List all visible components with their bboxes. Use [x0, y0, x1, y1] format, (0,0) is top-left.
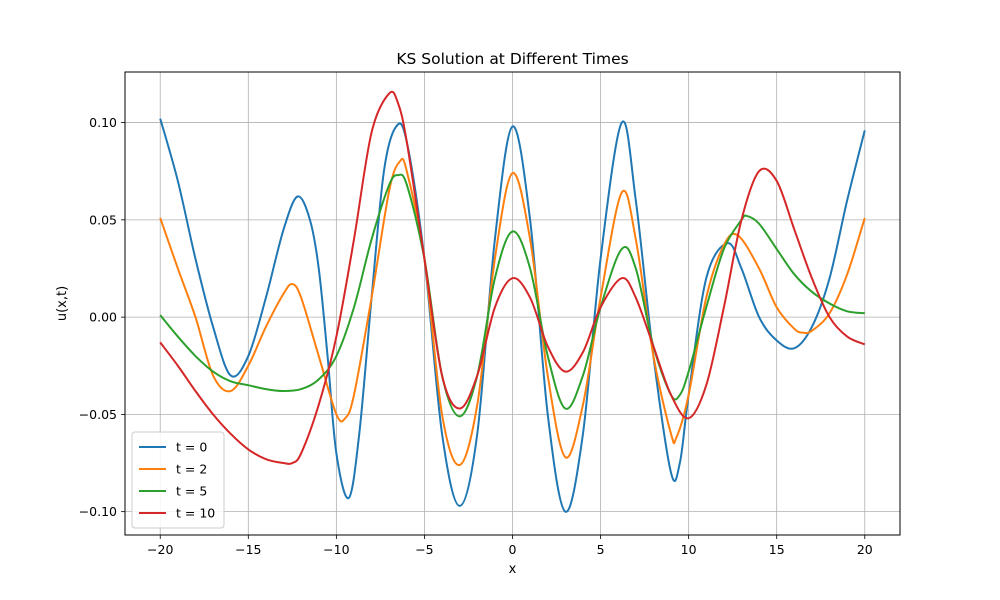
grid-layer: [125, 72, 900, 535]
x-tick-label: −10: [323, 542, 349, 557]
chart-title: KS Solution at Different Times: [396, 50, 628, 68]
x-tick-label: 15: [769, 542, 785, 557]
y-axis-label: u(x,t): [55, 286, 70, 321]
legend: t = 0 t = 2 t = 5 t = 10: [131, 431, 225, 529]
x-tick-label: −5: [415, 542, 433, 557]
x-tick-label: 10: [681, 542, 697, 557]
y-tick-label: −0.05: [79, 407, 117, 422]
y-tick-label: 0.05: [89, 212, 117, 227]
series-layer: [159, 90, 866, 513]
series-line-1: [159, 118, 866, 513]
x-tick-label: 5: [597, 542, 605, 557]
series-line-2: [159, 157, 866, 466]
series-line-4: [159, 90, 866, 465]
legend-label-2: t = 2: [176, 462, 207, 477]
y-tick-label: 0.10: [89, 115, 117, 130]
legend-label-3: t = 5: [176, 484, 207, 499]
x-tick-label: 20: [857, 542, 873, 557]
series-line-3: [159, 173, 865, 418]
x-axis-label: x: [509, 562, 517, 577]
y-tick-label: −0.10: [79, 504, 117, 519]
legend-box: [131, 431, 225, 529]
x-tick-label: 0: [509, 542, 517, 557]
tick-layer: −20 −15 −10 −5 0 5 10 15 20 −0.10 −0.05 0.00 0.05 0.1…: [79, 115, 873, 557]
x-tick-label: −15: [235, 542, 261, 557]
legend-label-1: t = 0: [176, 440, 207, 455]
x-tick-label: −20: [147, 542, 173, 557]
legend-label-4: t = 10: [176, 506, 215, 521]
y-tick-label: 0.00: [89, 310, 117, 325]
